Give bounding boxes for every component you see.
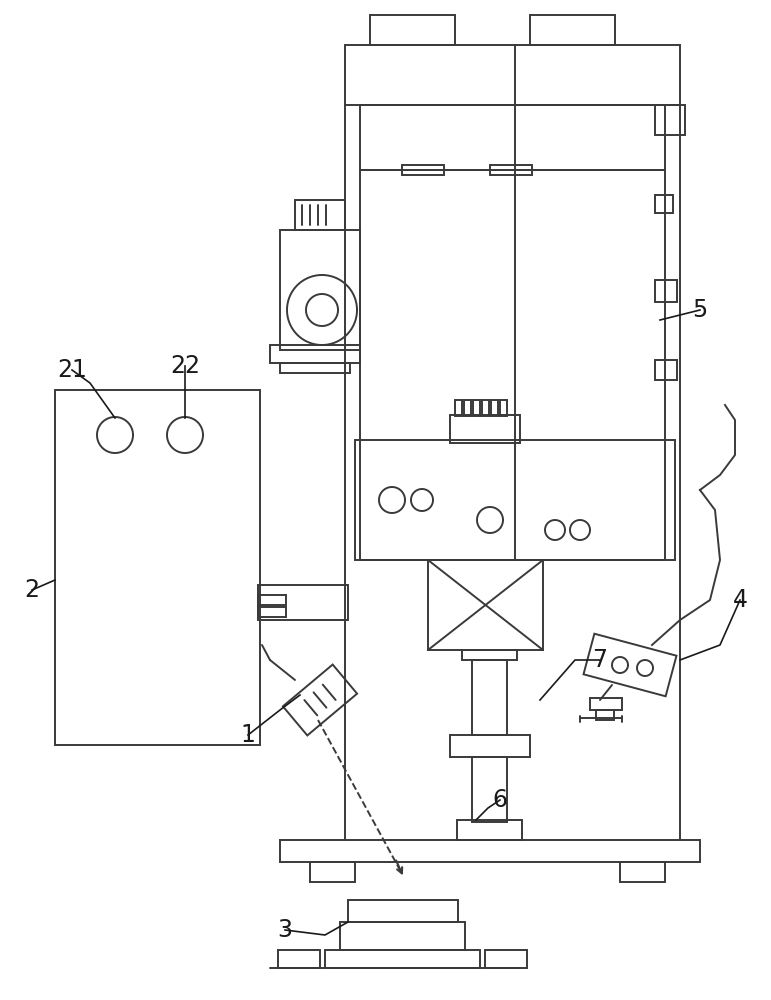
Text: 6: 6 (493, 788, 507, 812)
Text: 1: 1 (241, 723, 255, 747)
Bar (402, 165, 444, 175)
Bar (55, 390, 260, 745)
Text: 4: 4 (732, 588, 748, 612)
Bar (270, 345, 360, 363)
Bar (278, 950, 320, 968)
Bar (450, 735, 530, 757)
Bar (530, 15, 615, 45)
Bar (491, 400, 498, 416)
Bar (345, 45, 680, 105)
Bar (370, 15, 455, 45)
Bar (325, 950, 480, 968)
Bar (280, 230, 360, 350)
Bar (310, 862, 355, 882)
Bar (473, 400, 480, 416)
Bar (485, 950, 527, 968)
Bar (258, 585, 348, 620)
Bar (355, 440, 675, 560)
Text: 2: 2 (25, 578, 39, 602)
Bar (655, 105, 685, 135)
Bar (482, 400, 489, 416)
Bar (464, 400, 471, 416)
Bar (360, 105, 665, 170)
Bar (280, 840, 700, 862)
Bar (258, 595, 286, 605)
Bar (590, 698, 622, 710)
Bar (280, 363, 350, 373)
Bar (500, 400, 507, 416)
Bar (455, 400, 462, 416)
Bar (655, 195, 673, 213)
Bar (490, 165, 532, 175)
Bar (457, 820, 522, 840)
Bar (655, 360, 677, 380)
Bar (472, 660, 507, 735)
Text: 22: 22 (170, 354, 200, 378)
Text: 21: 21 (57, 358, 87, 382)
Bar (620, 862, 665, 882)
Bar (450, 415, 520, 443)
Text: 5: 5 (692, 298, 708, 322)
Bar (258, 607, 286, 617)
Bar (295, 200, 345, 230)
Bar (360, 170, 665, 560)
Bar (462, 650, 517, 660)
Bar (472, 757, 507, 822)
Bar (428, 560, 543, 650)
Text: 7: 7 (592, 648, 608, 672)
Bar (596, 710, 614, 720)
Bar (655, 280, 677, 302)
Text: 3: 3 (278, 918, 292, 942)
Bar (348, 900, 458, 922)
Bar (340, 922, 465, 950)
